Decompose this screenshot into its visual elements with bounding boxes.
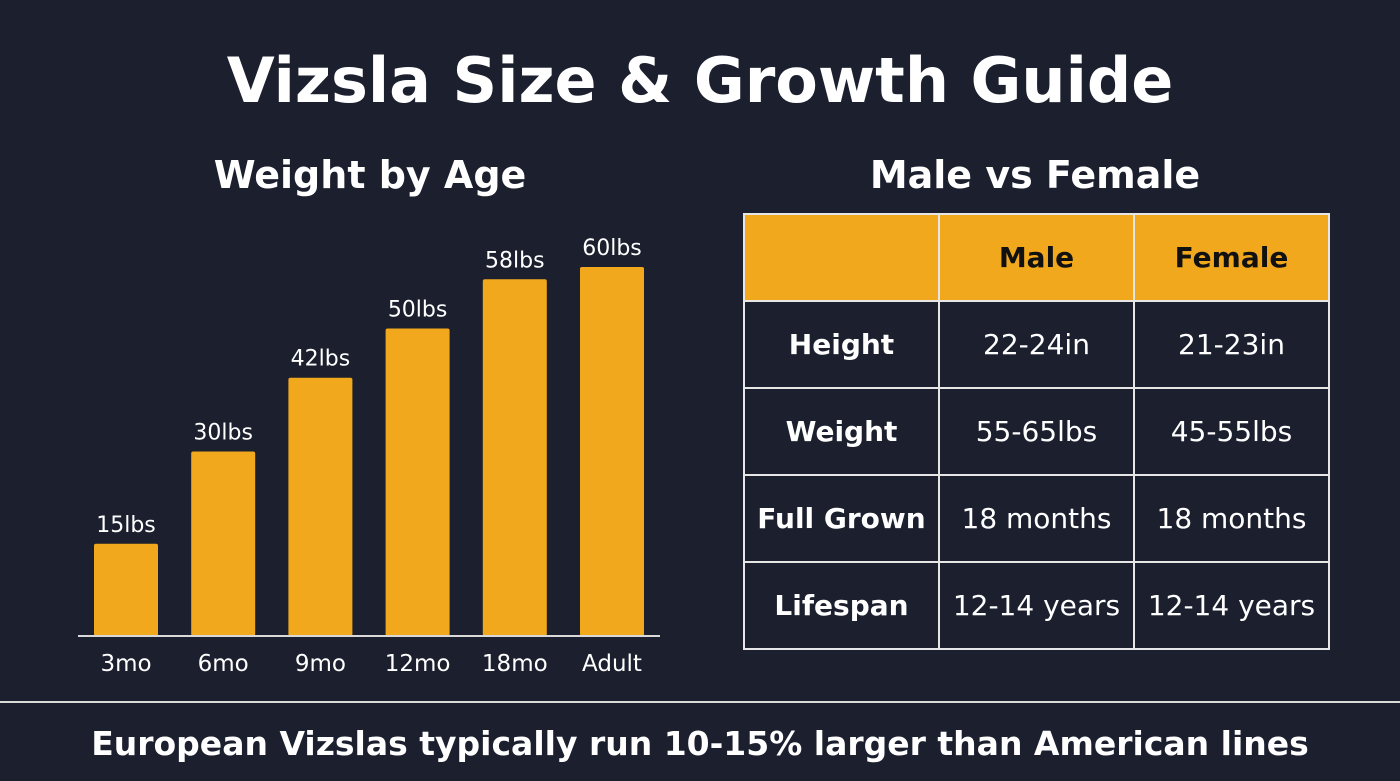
bar-value-label: 30lbs — [193, 421, 253, 446]
table-header-male: Male — [938, 213, 1135, 302]
footer-note: European Vizslas typically run 10-15% la… — [91, 724, 1309, 763]
row-label: Lifespan — [743, 561, 940, 650]
female-value: 45-55lbs — [1133, 387, 1330, 476]
bar-18mo — [482, 279, 547, 636]
row-label: Weight — [743, 387, 940, 476]
chart-title: Weight by Age — [213, 153, 527, 197]
female-value: 12-14 years — [1133, 561, 1330, 650]
bar-9mo — [288, 377, 353, 636]
x-tick-label: 12mo — [385, 651, 451, 677]
male-value: 18 months — [938, 474, 1135, 563]
bar-6mo — [191, 451, 256, 636]
bar-value-label: 58lbs — [485, 248, 545, 273]
x-tick-label: Adult — [582, 651, 642, 677]
table-header-empty — [743, 213, 940, 302]
bar-value-label: 60lbs — [582, 236, 642, 261]
female-value: 18 months — [1133, 474, 1330, 563]
bar-value-label: 15lbs — [96, 513, 156, 538]
bar-adult — [580, 267, 644, 636]
table-row: Lifespan 12-14 years 12-14 years — [743, 561, 1330, 650]
male-value: 55-65lbs — [938, 387, 1135, 476]
male-value: 12-14 years — [938, 561, 1135, 650]
table-title: Male vs Female — [869, 153, 1201, 197]
bar-value-label: 42lbs — [291, 347, 351, 372]
row-label: Full Grown — [743, 474, 940, 563]
table-row: Weight 55-65lbs 45-55lbs — [743, 387, 1330, 476]
x-tick-label: 18mo — [482, 651, 548, 677]
x-tick-label: 6mo — [198, 651, 249, 677]
table-header-female: Female — [1133, 213, 1330, 302]
x-tick-label: 9mo — [295, 651, 346, 677]
male-vs-female-table: Male Female Height 22-24in 21-23in Weigh… — [743, 213, 1330, 650]
bar-value-label: 50lbs — [388, 298, 448, 323]
footer-divider — [0, 701, 1400, 703]
table-row: Height 22-24in 21-23in — [743, 300, 1330, 389]
male-value: 22-24in — [938, 300, 1135, 389]
table-header-row: Male Female — [743, 213, 1330, 302]
female-value: 21-23in — [1133, 300, 1330, 389]
row-label: Height — [743, 300, 940, 389]
page-title: Vizsla Size & Growth Guide — [226, 44, 1174, 117]
table-row: Full Grown 18 months 18 months — [743, 474, 1330, 563]
weight-by-age-chart: 15lbs 3mo 30lbs 6mo 42lbs 9mo 50lbs 12mo 58lbs 18… — [78, 236, 660, 677]
bar-3mo — [94, 543, 158, 636]
x-tick-label: 3mo — [100, 651, 151, 677]
bar-12mo — [385, 328, 450, 636]
